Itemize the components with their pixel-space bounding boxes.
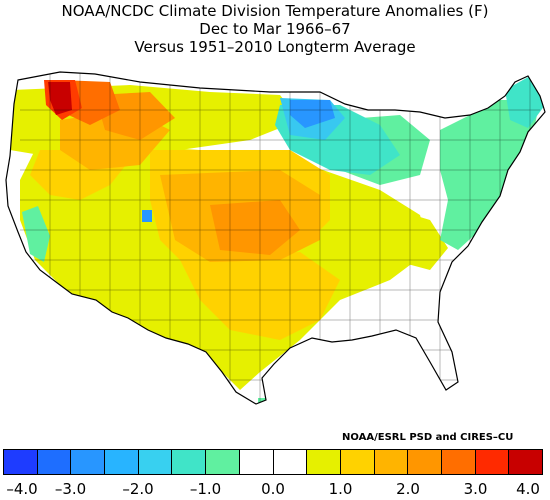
legend-swatch: [273, 450, 308, 474]
legend-swatch: [71, 450, 106, 474]
color-scale-legend: [3, 449, 543, 475]
data-credit: NOAA/ESRL PSD and CIRES–CU: [342, 432, 514, 443]
legend-tick-label: 2.0: [396, 480, 420, 498]
region-cool0-northeast: [440, 100, 540, 250]
region-cool1-maine: [505, 76, 545, 128]
map-baseline: Versus 1951–2010 Longterm Average: [134, 38, 416, 56]
us-climate-division-map: [5, 71, 546, 405]
legend-swatch: [138, 450, 173, 474]
legend-tick-label: –1.0: [189, 480, 222, 498]
legend-swatch: [509, 450, 542, 474]
region-warm4-kansas: [210, 200, 300, 255]
legend-swatch: [37, 450, 72, 474]
legend-swatch: [340, 450, 375, 474]
legend-swatch: [307, 450, 341, 474]
region-cool0-california: [22, 206, 50, 262]
region-cool3-minnesota: [290, 100, 335, 128]
division-grid: [20, 72, 540, 404]
region-warm7-washington: [48, 82, 72, 115]
legend-tick-label: 4.0: [516, 480, 540, 498]
legend-tick-label: –2.0: [122, 480, 154, 498]
legend-swatch: [441, 450, 476, 474]
legend-tick-label: –4.0: [6, 480, 38, 498]
region-cool3-utah: [142, 210, 152, 222]
legend-swatch: [239, 450, 274, 474]
legend-tick-label: 3.0: [463, 480, 488, 498]
legend-swatch: [172, 450, 207, 474]
legend-swatch: [408, 450, 442, 474]
legend-swatch: [206, 450, 240, 474]
map-title: NOAA/NCDC Climate Division Temperature A…: [61, 2, 489, 20]
legend-tick-label: 1.0: [328, 480, 353, 498]
legend-swatch: [4, 450, 38, 474]
anomaly-regions: [6, 72, 545, 404]
legend-swatch: [374, 450, 409, 474]
legend-swatch: [105, 450, 139, 474]
legend-swatch: [475, 450, 510, 474]
legend-tick-label: –3.0: [54, 480, 87, 498]
legend-tick-label: 0.0: [261, 480, 285, 498]
us-outline: [5, 71, 546, 405]
region-warm1-appalachian: [380, 205, 448, 270]
map-period: Dec to Mar 1966–67: [199, 20, 351, 38]
